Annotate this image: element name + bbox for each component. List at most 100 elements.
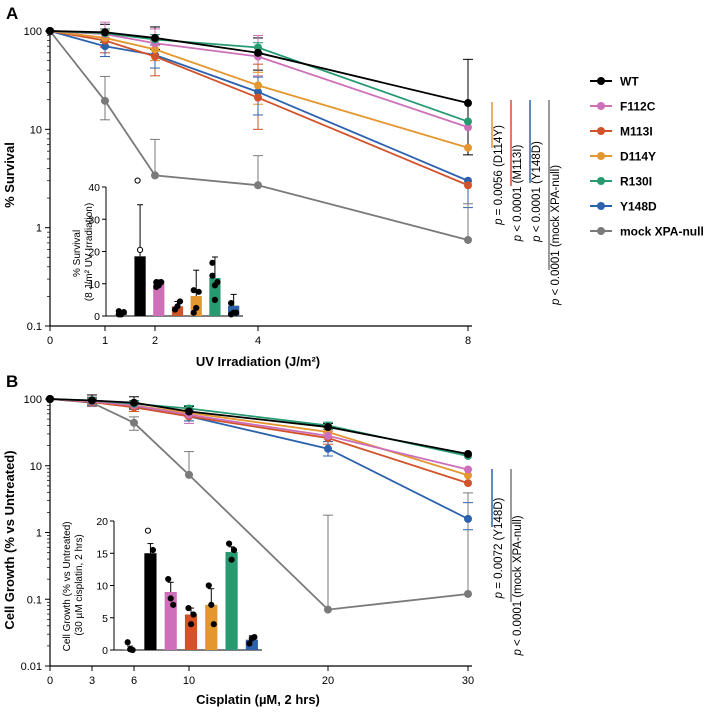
inset-point-m113i — [185, 604, 192, 612]
inset-point-f112c — [153, 283, 160, 291]
inset-point-r130i — [230, 546, 238, 554]
data-point-wt — [324, 423, 332, 432]
inset-point-d114y — [195, 288, 202, 295]
x-tick-label: 8 — [465, 335, 471, 347]
pvalue-rest: < 0.0001 (M113I) — [512, 145, 524, 235]
x-tick-label: 20 — [322, 675, 334, 687]
series-line-mock-xpa-null — [49, 30, 469, 241]
data-point-wt — [254, 48, 262, 57]
inset-point-f112c — [158, 279, 165, 286]
inset-point-d114y — [193, 304, 200, 312]
pvalue-text-mock-xpa-null: p < 0.0001 (mock XPA-null) — [512, 515, 524, 656]
y-tick-label: 0.1 — [27, 594, 42, 606]
inset-point-m113i — [187, 621, 195, 628]
x-tick-label: 10 — [183, 675, 195, 687]
legend-marker-f112c — [597, 102, 605, 110]
inset-point-d114y — [205, 582, 212, 589]
data-point-wt — [46, 27, 54, 35]
data-point-f112c — [464, 465, 472, 474]
pvalue-p: p — [512, 649, 524, 657]
inset-point-mock-xpa-null — [115, 308, 122, 315]
data-point-y148d — [464, 514, 472, 523]
legend-marker-d114y — [597, 152, 605, 160]
inset-point-r130i — [228, 556, 235, 563]
data-point-mock-xpa-null — [464, 589, 472, 598]
inset-point-d114y — [190, 287, 197, 294]
inset-point-f112c — [165, 575, 172, 583]
inset-point-y148d — [233, 309, 240, 316]
inset-point-mock-xpa-null — [129, 646, 136, 654]
pvalue-text-y148d: p < 0.0001 (Y148D) — [531, 141, 543, 243]
x-tick-label: 2 — [152, 335, 158, 347]
inset-bar-f112c — [153, 283, 165, 316]
pvalue-p: p — [493, 591, 505, 599]
legend-label-mock-xpa-null: mock XPA-null — [620, 225, 704, 239]
data-point-mock-xpa-null — [254, 181, 262, 190]
y-tick-label: 10 — [30, 461, 42, 473]
data-point-mock-xpa-null — [324, 605, 332, 614]
inset-point-wt — [136, 246, 144, 253]
inset-point-r130i — [225, 540, 233, 547]
inset-y-tick-label: 20 — [88, 247, 100, 259]
inset-point-mock-xpa-null — [120, 309, 127, 316]
data-point-mock-xpa-null — [151, 171, 159, 180]
data-point-d114y — [254, 81, 262, 90]
data-point-r130i — [464, 117, 472, 126]
legend: WT F112C M113I D114Y R130I Y148D mock XPA-null — [590, 75, 704, 239]
data-point-m113i — [254, 93, 262, 102]
data-point-d114y — [464, 143, 472, 152]
data-point-d114y — [151, 45, 159, 54]
x-tick-label: 6 — [131, 675, 137, 687]
legend-marker-mock-xpa-null — [597, 227, 605, 235]
y-tick-label: 1 — [36, 528, 42, 540]
inset-b-ylabel-line1: Cell Growth (% vs Untreated) — [62, 521, 73, 651]
inset-point-d114y — [210, 621, 217, 628]
legend-marker-y148d — [597, 202, 605, 210]
pvalue-p: p — [531, 235, 543, 243]
inset-bar-wt — [144, 553, 157, 650]
series-line-mock-xpa-null — [49, 398, 469, 611]
y-tick-label: 10 — [30, 124, 42, 136]
inset-y-tick-label: 0 — [102, 645, 108, 657]
pvalue-text-y148d: p = 0.0072 (Y148D) — [493, 497, 505, 599]
inset-point-y148d — [246, 640, 253, 647]
legend-label-f112c: F112C — [620, 100, 656, 114]
data-point-wt — [130, 398, 138, 407]
inset-point-wt — [149, 546, 157, 554]
inset-y-tick-label: 20 — [96, 516, 108, 528]
data-point-f112c — [324, 431, 332, 440]
data-point-wt — [464, 449, 472, 458]
data-point-wt — [464, 99, 472, 108]
data-point-y148d — [324, 444, 332, 453]
pvalue-rest: = 0.0056 (D114Y) — [493, 125, 505, 219]
legend-label-wt: WT — [620, 75, 639, 89]
inset-y-tick-label: 30 — [88, 214, 100, 226]
series-line-f112c — [49, 398, 469, 471]
x-tick-label: 0 — [47, 335, 53, 347]
inset-bar-d114y — [205, 604, 218, 650]
inset-point-f112c — [170, 601, 177, 608]
inset-bar-r130i — [225, 551, 238, 650]
panel-a-xlabel: UV Irradiation (J/m²) — [196, 354, 320, 369]
inset-bar-wt — [134, 256, 146, 316]
data-point-f112c — [464, 123, 472, 132]
inset-bar-m113i — [184, 614, 198, 650]
inset-point-m113i — [176, 298, 184, 305]
inset-a: 0 10 20 30 40 — [88, 177, 243, 323]
data-point-m113i — [464, 479, 472, 488]
inset-y-tick-label: 15 — [96, 548, 108, 560]
y-tick-label: 1 — [36, 223, 42, 235]
data-point-wt — [185, 407, 193, 416]
legend-label-r130i: R130I — [620, 175, 652, 189]
pvalue-rest: < 0.0001 (mock XPA-null) — [512, 515, 524, 649]
x-tick-label: 1 — [102, 335, 108, 347]
x-tick-label: 3 — [89, 675, 95, 687]
data-point-m113i — [464, 181, 472, 190]
data-point-m113i — [151, 52, 159, 61]
pvalue-rest: < 0.0001 (mock XPA-null) — [550, 165, 562, 299]
x-tick-label: 0 — [47, 675, 53, 687]
